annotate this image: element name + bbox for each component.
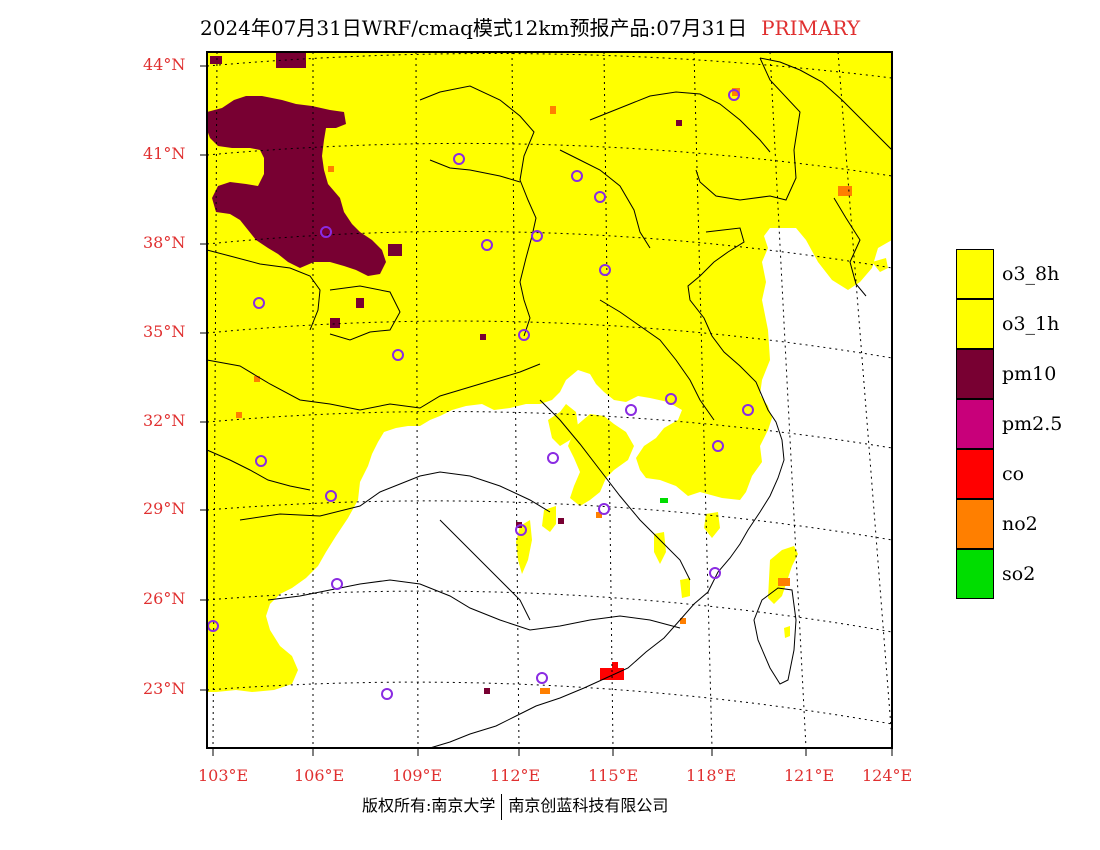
lon-label-121e: 121°E: [784, 766, 835, 785]
lat-label-26n: 26°N: [143, 589, 186, 608]
legend-label: o3_1h: [1002, 313, 1060, 335]
map-title: 2024年07月31日WRF/cmaq模式12km预报产品:07月31日 PRIM…: [200, 12, 860, 41]
legend-swatch: [956, 499, 994, 549]
lat-label-41n: 41°N: [143, 144, 186, 163]
boundaries: [206, 57, 893, 749]
lat-label-44n: 44°N: [143, 55, 186, 74]
graticule: [206, 51, 893, 749]
copyright-right: 南京创蓝科技有限公司: [508, 796, 669, 815]
axis-ticks: [200, 65, 893, 756]
lon-label-124e: 124°E: [862, 766, 913, 785]
lat-label-29n: 29°N: [143, 499, 186, 518]
co-region: [600, 662, 624, 680]
lat-label-38n: 38°N: [143, 233, 186, 252]
legend-label: pm10: [1002, 363, 1057, 385]
legend-label: o3_8h: [1002, 263, 1060, 285]
map-frame: [206, 51, 893, 749]
lon-label-115e: 115°E: [588, 766, 639, 785]
legend-swatch: [956, 399, 994, 449]
legend-label: no2: [1002, 513, 1038, 535]
copyright-left: 版权所有:南京大学: [362, 796, 496, 815]
title-mode: PRIMARY: [761, 16, 861, 40]
lon-label-112e: 112°E: [490, 766, 541, 785]
legend-swatch: [956, 549, 994, 599]
title-main: 2024年07月31日WRF/cmaq模式12km预报产品:07月31日: [200, 16, 748, 40]
lat-label-32n: 32°N: [143, 411, 186, 430]
lat-label-35n: 35°N: [143, 322, 186, 341]
lon-label-103e: 103°E: [198, 766, 249, 785]
legend-swatch: [956, 449, 994, 499]
legend-label: pm2.5: [1002, 413, 1063, 435]
o3-region: [207, 52, 892, 692]
legend-label: co: [1002, 463, 1025, 485]
lon-label-118e: 118°E: [686, 766, 737, 785]
legend-swatch: [956, 249, 994, 299]
legend-swatch: [956, 299, 994, 349]
copyright-separator: [501, 793, 503, 820]
lon-label-109e: 109°E: [392, 766, 443, 785]
lat-label-23n: 23°N: [143, 679, 186, 698]
lon-label-106e: 106°E: [294, 766, 345, 785]
pm10-region: [207, 52, 682, 694]
legend-swatch: [956, 349, 994, 399]
so2-region: [660, 498, 668, 503]
station-markers: [207, 89, 754, 700]
copyright: 版权所有:南京大学 南京创蓝科技有限公司: [362, 792, 668, 820]
no2-region: [236, 88, 852, 694]
legend-label: so2: [1002, 563, 1036, 585]
